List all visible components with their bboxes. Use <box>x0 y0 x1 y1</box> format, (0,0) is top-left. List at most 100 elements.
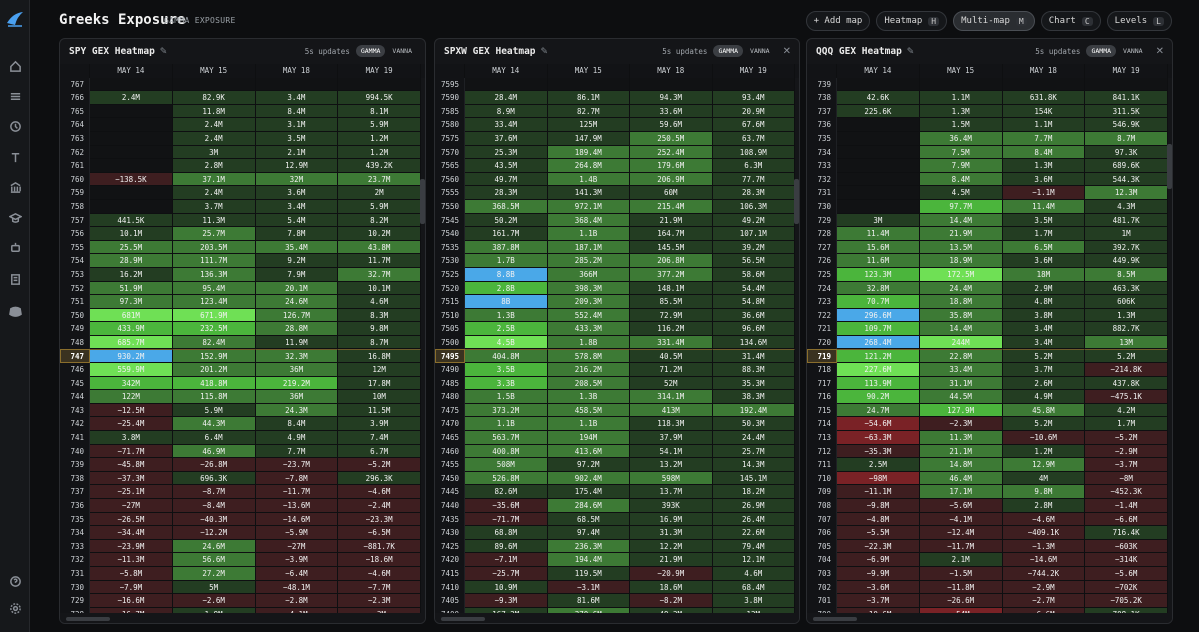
heat-cell[interactable]: 42.6K <box>837 91 920 105</box>
heat-cell[interactable]: −11.1M <box>837 485 920 499</box>
heat-cell[interactable]: −16.6M <box>90 594 173 608</box>
heat-cell[interactable]: 35.4M <box>255 240 339 255</box>
heat-cell[interactable]: 413.6M <box>547 444 630 459</box>
text-icon[interactable] <box>5 148 25 166</box>
heat-cell[interactable]: 49.2M <box>630 607 713 613</box>
heat-cell[interactable]: 7.9M <box>919 159 1003 173</box>
heat-cell[interactable]: 433.3M <box>547 322 630 336</box>
heat-cell[interactable]: −2.3M <box>338 594 421 608</box>
heat-cell[interactable]: 377.2M <box>630 267 713 282</box>
heat-cell[interactable]: 1.3M <box>919 104 1003 119</box>
heat-cell[interactable]: 1.2M <box>1002 444 1086 459</box>
heat-cell[interactable]: −702K <box>1085 580 1168 595</box>
bank-icon[interactable] <box>5 178 25 196</box>
heat-cell[interactable]: 216.2M <box>547 363 630 377</box>
heat-cell[interactable]: −7.8M <box>255 471 339 486</box>
heat-cell[interactable]: 6.3M <box>712 159 795 173</box>
heat-cell[interactable]: 1.8B <box>547 335 630 350</box>
heat-cell[interactable]: 5.4M <box>255 213 339 228</box>
heat-cell[interactable]: 219.2M <box>255 376 339 391</box>
heat-cell[interactable] <box>90 199 173 214</box>
heat-cell[interactable]: 225.6K <box>837 104 920 119</box>
graduation-cap-icon[interactable] <box>5 208 25 226</box>
heat-cell[interactable]: −34.4M <box>90 526 173 540</box>
heat-cell[interactable]: −2.8M <box>255 594 339 608</box>
mode-button-gamma[interactable]: GAMMA <box>355 45 386 57</box>
heat-cell[interactable]: 2.5M <box>837 458 920 472</box>
heat-cell[interactable]: 22.8M <box>919 349 1003 364</box>
heat-cell[interactable]: 18M <box>1002 267 1086 282</box>
heat-cell[interactable]: −3M <box>338 607 421 613</box>
horizontal-scrollbar[interactable] <box>60 613 425 623</box>
heat-cell[interactable]: 400.8M <box>465 444 548 459</box>
heat-cell[interactable]: 232.5M <box>172 322 256 336</box>
heat-cell[interactable] <box>1085 77 1168 92</box>
heat-cell[interactable]: 147.9M <box>547 131 630 146</box>
heat-cell[interactable]: 2M <box>338 186 421 200</box>
heat-cell[interactable]: 13M <box>1085 335 1168 350</box>
heat-cell[interactable]: 32.7M <box>338 267 421 282</box>
heat-cell[interactable]: 13.2M <box>630 458 713 472</box>
heat-cell[interactable]: 841.1K <box>1085 91 1168 105</box>
heat-cell[interactable]: −25.7M <box>465 566 548 581</box>
heat-cell[interactable]: 116.2M <box>630 322 713 336</box>
heat-cell[interactable]: 10.1M <box>338 281 421 296</box>
logo-icon[interactable] <box>4 8 26 30</box>
heat-cell[interactable]: 93.4M <box>712 91 795 105</box>
heat-cell[interactable]: 14.4M <box>919 322 1003 336</box>
heat-cell[interactable]: 8.7M <box>338 335 421 350</box>
heat-cell[interactable]: −6.5M <box>338 526 421 540</box>
heat-cell[interactable]: 97.4M <box>547 526 630 540</box>
heat-cell[interactable]: 437.8K <box>1085 376 1168 391</box>
heat-cell[interactable]: 3.8M <box>712 594 795 608</box>
heat-cell[interactable] <box>90 159 173 173</box>
heat-cell[interactable]: 172.5M <box>919 267 1003 282</box>
toolbar-button-chart[interactable]: Chart C <box>1040 11 1101 31</box>
heat-cell[interactable]: 4.9M <box>1002 390 1086 404</box>
heat-cell[interactable]: −3.6M <box>837 580 920 595</box>
heat-cell[interactable]: 387.8M <box>465 240 548 255</box>
heat-cell[interactable]: −37.3M <box>90 471 173 486</box>
heat-cell[interactable]: −5.6M <box>1085 566 1168 581</box>
heat-cell[interactable]: 368.5M <box>465 199 548 214</box>
heat-cell[interactable]: 134.6M <box>712 335 795 350</box>
toolbar-button-multimap[interactable]: Multi-map M <box>953 11 1035 31</box>
heat-cell[interactable]: −5.2M <box>1085 431 1168 445</box>
heat-cell[interactable]: 27.2M <box>172 566 256 581</box>
heat-cell[interactable]: 12.2M <box>630 539 713 554</box>
heat-cell[interactable]: 189.4M <box>547 145 630 160</box>
heat-cell[interactable]: −1.5M <box>919 566 1003 581</box>
heat-cell[interactable]: 15.6M <box>837 240 920 255</box>
heat-cell[interactable]: 373.2M <box>465 403 548 418</box>
heat-cell[interactable]: 296.6M <box>837 308 920 323</box>
heat-cell[interactable]: 11.7M <box>338 254 421 268</box>
heat-cell[interactable]: 3.4M <box>1002 335 1086 350</box>
heat-cell[interactable]: 11.8M <box>172 104 256 119</box>
heat-cell[interactable]: −881.7K <box>338 539 421 554</box>
heat-cell[interactable]: 578.8M <box>547 349 630 364</box>
heat-cell[interactable]: 439.2K <box>338 159 421 173</box>
heat-cell[interactable]: 25.7M <box>712 444 795 459</box>
heat-cell[interactable]: 463.3K <box>1085 281 1168 296</box>
heat-cell[interactable]: 20.9M <box>712 104 795 119</box>
heat-cell[interactable]: 3.7M <box>1002 363 1086 377</box>
heat-cell[interactable]: 24.7M <box>837 403 920 418</box>
heat-cell[interactable]: −12.2M <box>172 526 256 540</box>
heat-cell[interactable]: 192.4M <box>712 403 795 418</box>
close-icon[interactable]: ✕ <box>1155 45 1164 57</box>
heat-cell[interactable]: 268.4M <box>837 335 920 350</box>
heat-cell[interactable]: −23.3M <box>338 512 421 527</box>
heat-cell[interactable]: 7.5M <box>919 145 1003 160</box>
heat-cell[interactable]: 21.9M <box>919 227 1003 241</box>
heat-cell[interactable]: 11.5M <box>338 403 421 418</box>
heat-cell[interactable]: −6.6M <box>1002 607 1086 613</box>
heat-cell[interactable]: 10M <box>338 390 421 404</box>
heat-cell[interactable]: −27M <box>255 539 339 554</box>
heat-cell[interactable]: 3.7M <box>172 199 256 214</box>
heat-cell[interactable]: 2.8M <box>1002 499 1086 513</box>
heat-cell[interactable]: 26.4M <box>712 512 795 527</box>
heat-cell[interactable]: 54.8M <box>712 295 795 309</box>
heat-cell[interactable]: 108.9M <box>712 145 795 160</box>
toolbar-button-levels[interactable]: Levels L <box>1106 11 1172 31</box>
heat-cell[interactable]: −3.1M <box>547 580 630 595</box>
